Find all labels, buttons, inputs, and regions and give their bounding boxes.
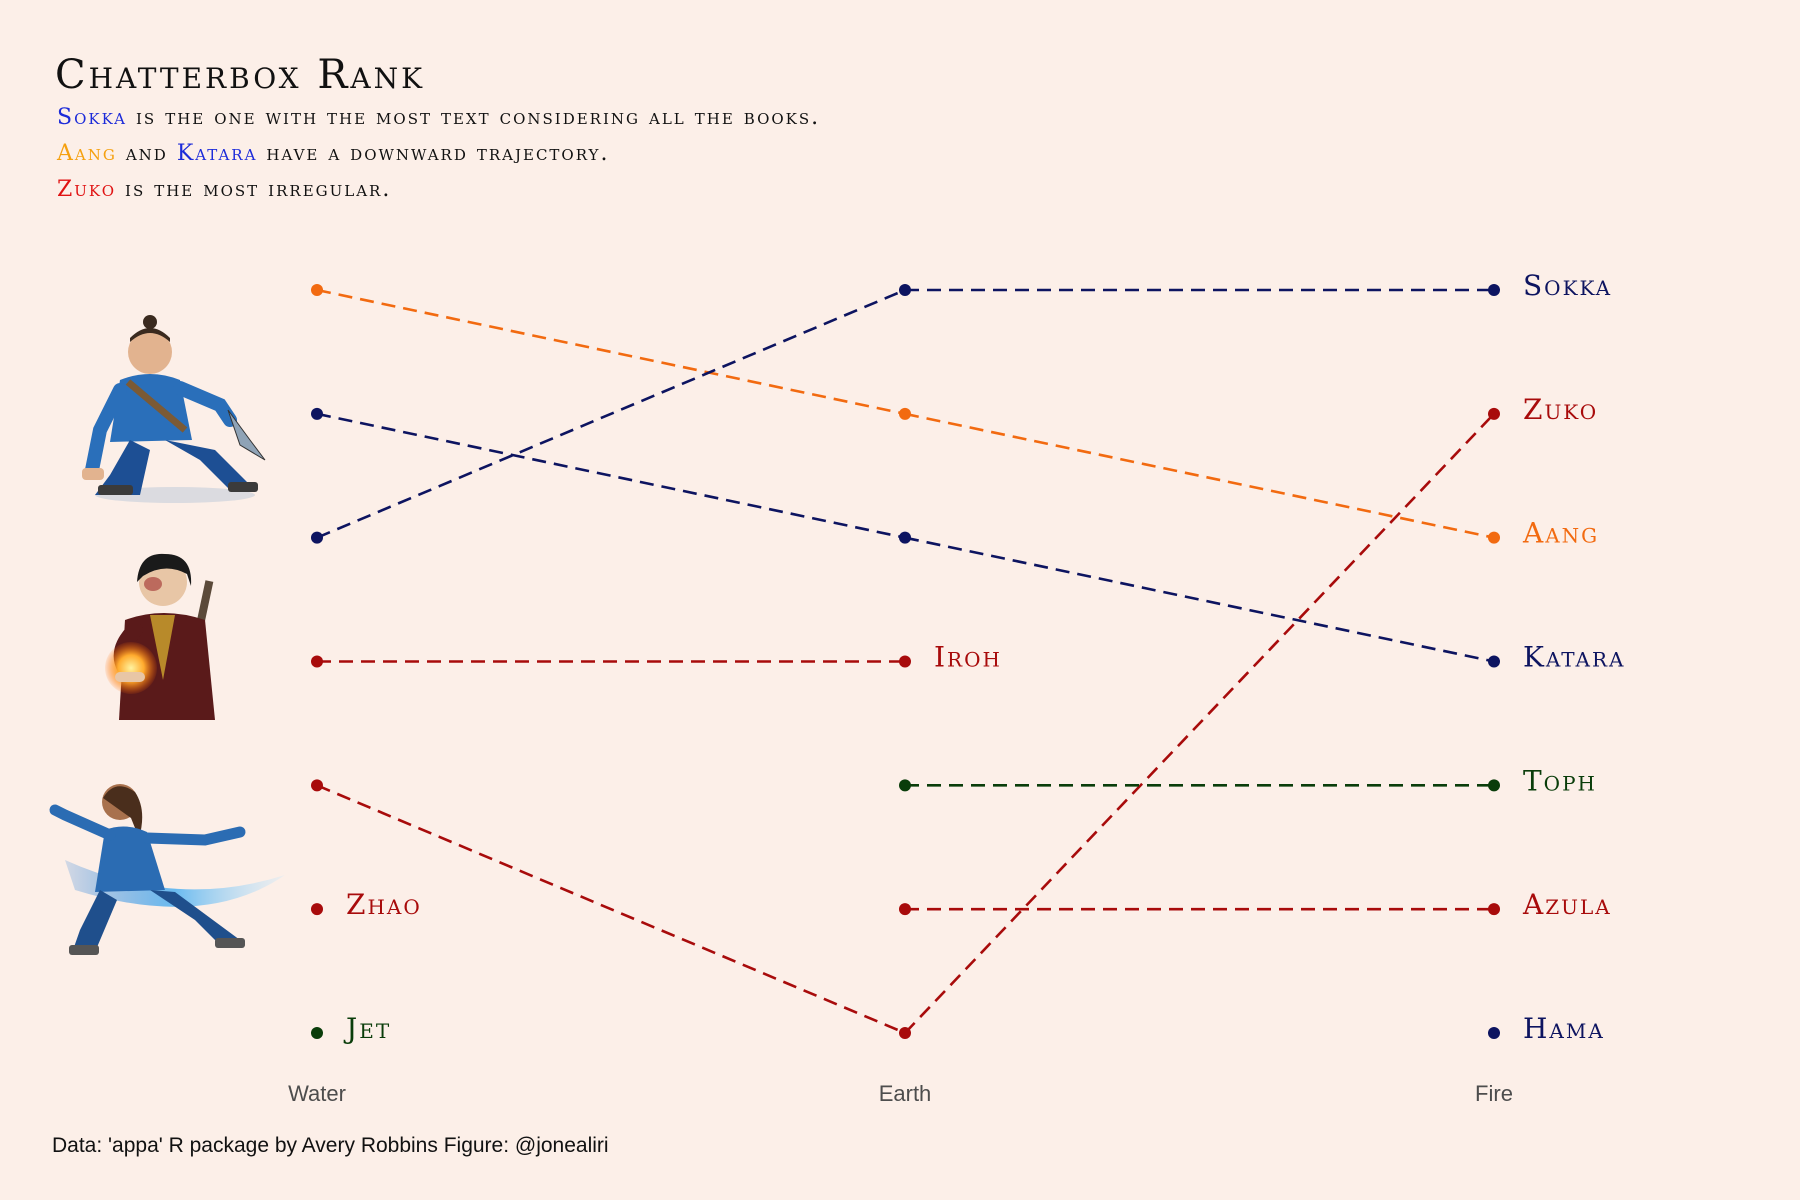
katara-figure [49,784,285,955]
series-label-azula: Azula [1522,888,1612,921]
x-axis: Water Earth Fire [288,1081,1513,1106]
point-zuko-water [311,779,323,792]
point-zuko-earth [899,1027,911,1039]
point-zuko-fire [1488,407,1500,420]
subtitle-segment: Katara [177,141,258,166]
chart-caption: Data: 'appa' R package by Avery Robbins … [52,1134,609,1157]
point-aang-earth [899,407,911,420]
point-azula-earth [899,903,911,916]
subtitle-segment: Sokka [57,105,127,130]
subtitle-segment: is the one with the most text considerin… [127,105,820,130]
chart-subtitle: Sokka is the one with the most text cons… [56,105,820,202]
point-toph-fire [1488,779,1500,792]
point-katara-water [311,407,323,420]
series-lines [316,288,1495,1035]
series-line-katara [904,536,1495,663]
series-points [311,284,1500,1039]
series-label-toph: Toph [1523,764,1597,797]
point-katara-earth [899,531,911,544]
series-line-zuko [904,412,1495,1034]
series-line-zuko [316,784,906,1035]
series-label-iroh: Iroh [934,641,1002,674]
series-label-jet: Jet [343,1012,391,1045]
subtitle-line: Sokka is the one with the most text cons… [57,105,820,130]
series-label-katara: Katara [1523,641,1625,674]
series-line-sokka [316,288,906,539]
series-label-sokka: Sokka [1523,269,1612,302]
series-line-aang [316,288,906,416]
series-label-aang: Aang [1522,517,1599,550]
subtitle-segment: is the most irregular. [116,177,391,202]
chart-title: Chatterbox Rank [55,52,425,98]
point-aang-water [311,284,323,296]
point-hama-fire [1488,1027,1500,1039]
subtitle-segment: Aang [56,141,117,166]
zuko-figure [105,553,215,720]
point-katara-fire [1488,655,1500,668]
point-jet-water [311,1027,323,1039]
subtitle-line: Aang and Katara have a downward trajecto… [56,141,609,166]
series-labels: Aang Sokka Katara Zuko Iroh Toph Zhao Azula Jet H… [343,269,1625,1045]
subtitle-segment: have a downward trajectory. [257,141,609,166]
subtitle-line: Zuko is the most irregular. [57,177,391,202]
series-line-aang [904,412,1495,539]
x-tick-label-fire: Fire [1475,1081,1513,1106]
point-toph-earth [899,779,911,792]
subtitle-segment: and [117,141,177,166]
point-sokka-fire [1488,284,1500,296]
series-label-zuko: Zuko [1523,393,1598,426]
point-zhao-water [311,903,323,916]
x-tick-label-earth: Earth [879,1081,932,1106]
point-azula-fire [1488,903,1500,916]
series-label-zhao: Zhao [346,888,422,921]
point-sokka-water [311,531,323,544]
point-iroh-earth [899,655,911,668]
series-label-hama: Hama [1523,1012,1605,1045]
point-sokka-earth [899,284,911,296]
series-line-katara [316,412,906,539]
sokka-figure [82,315,266,503]
subtitle-segment: Zuko [57,177,116,202]
point-aang-fire [1488,531,1500,544]
point-iroh-water [311,655,323,668]
x-tick-label-water: Water [288,1081,346,1106]
